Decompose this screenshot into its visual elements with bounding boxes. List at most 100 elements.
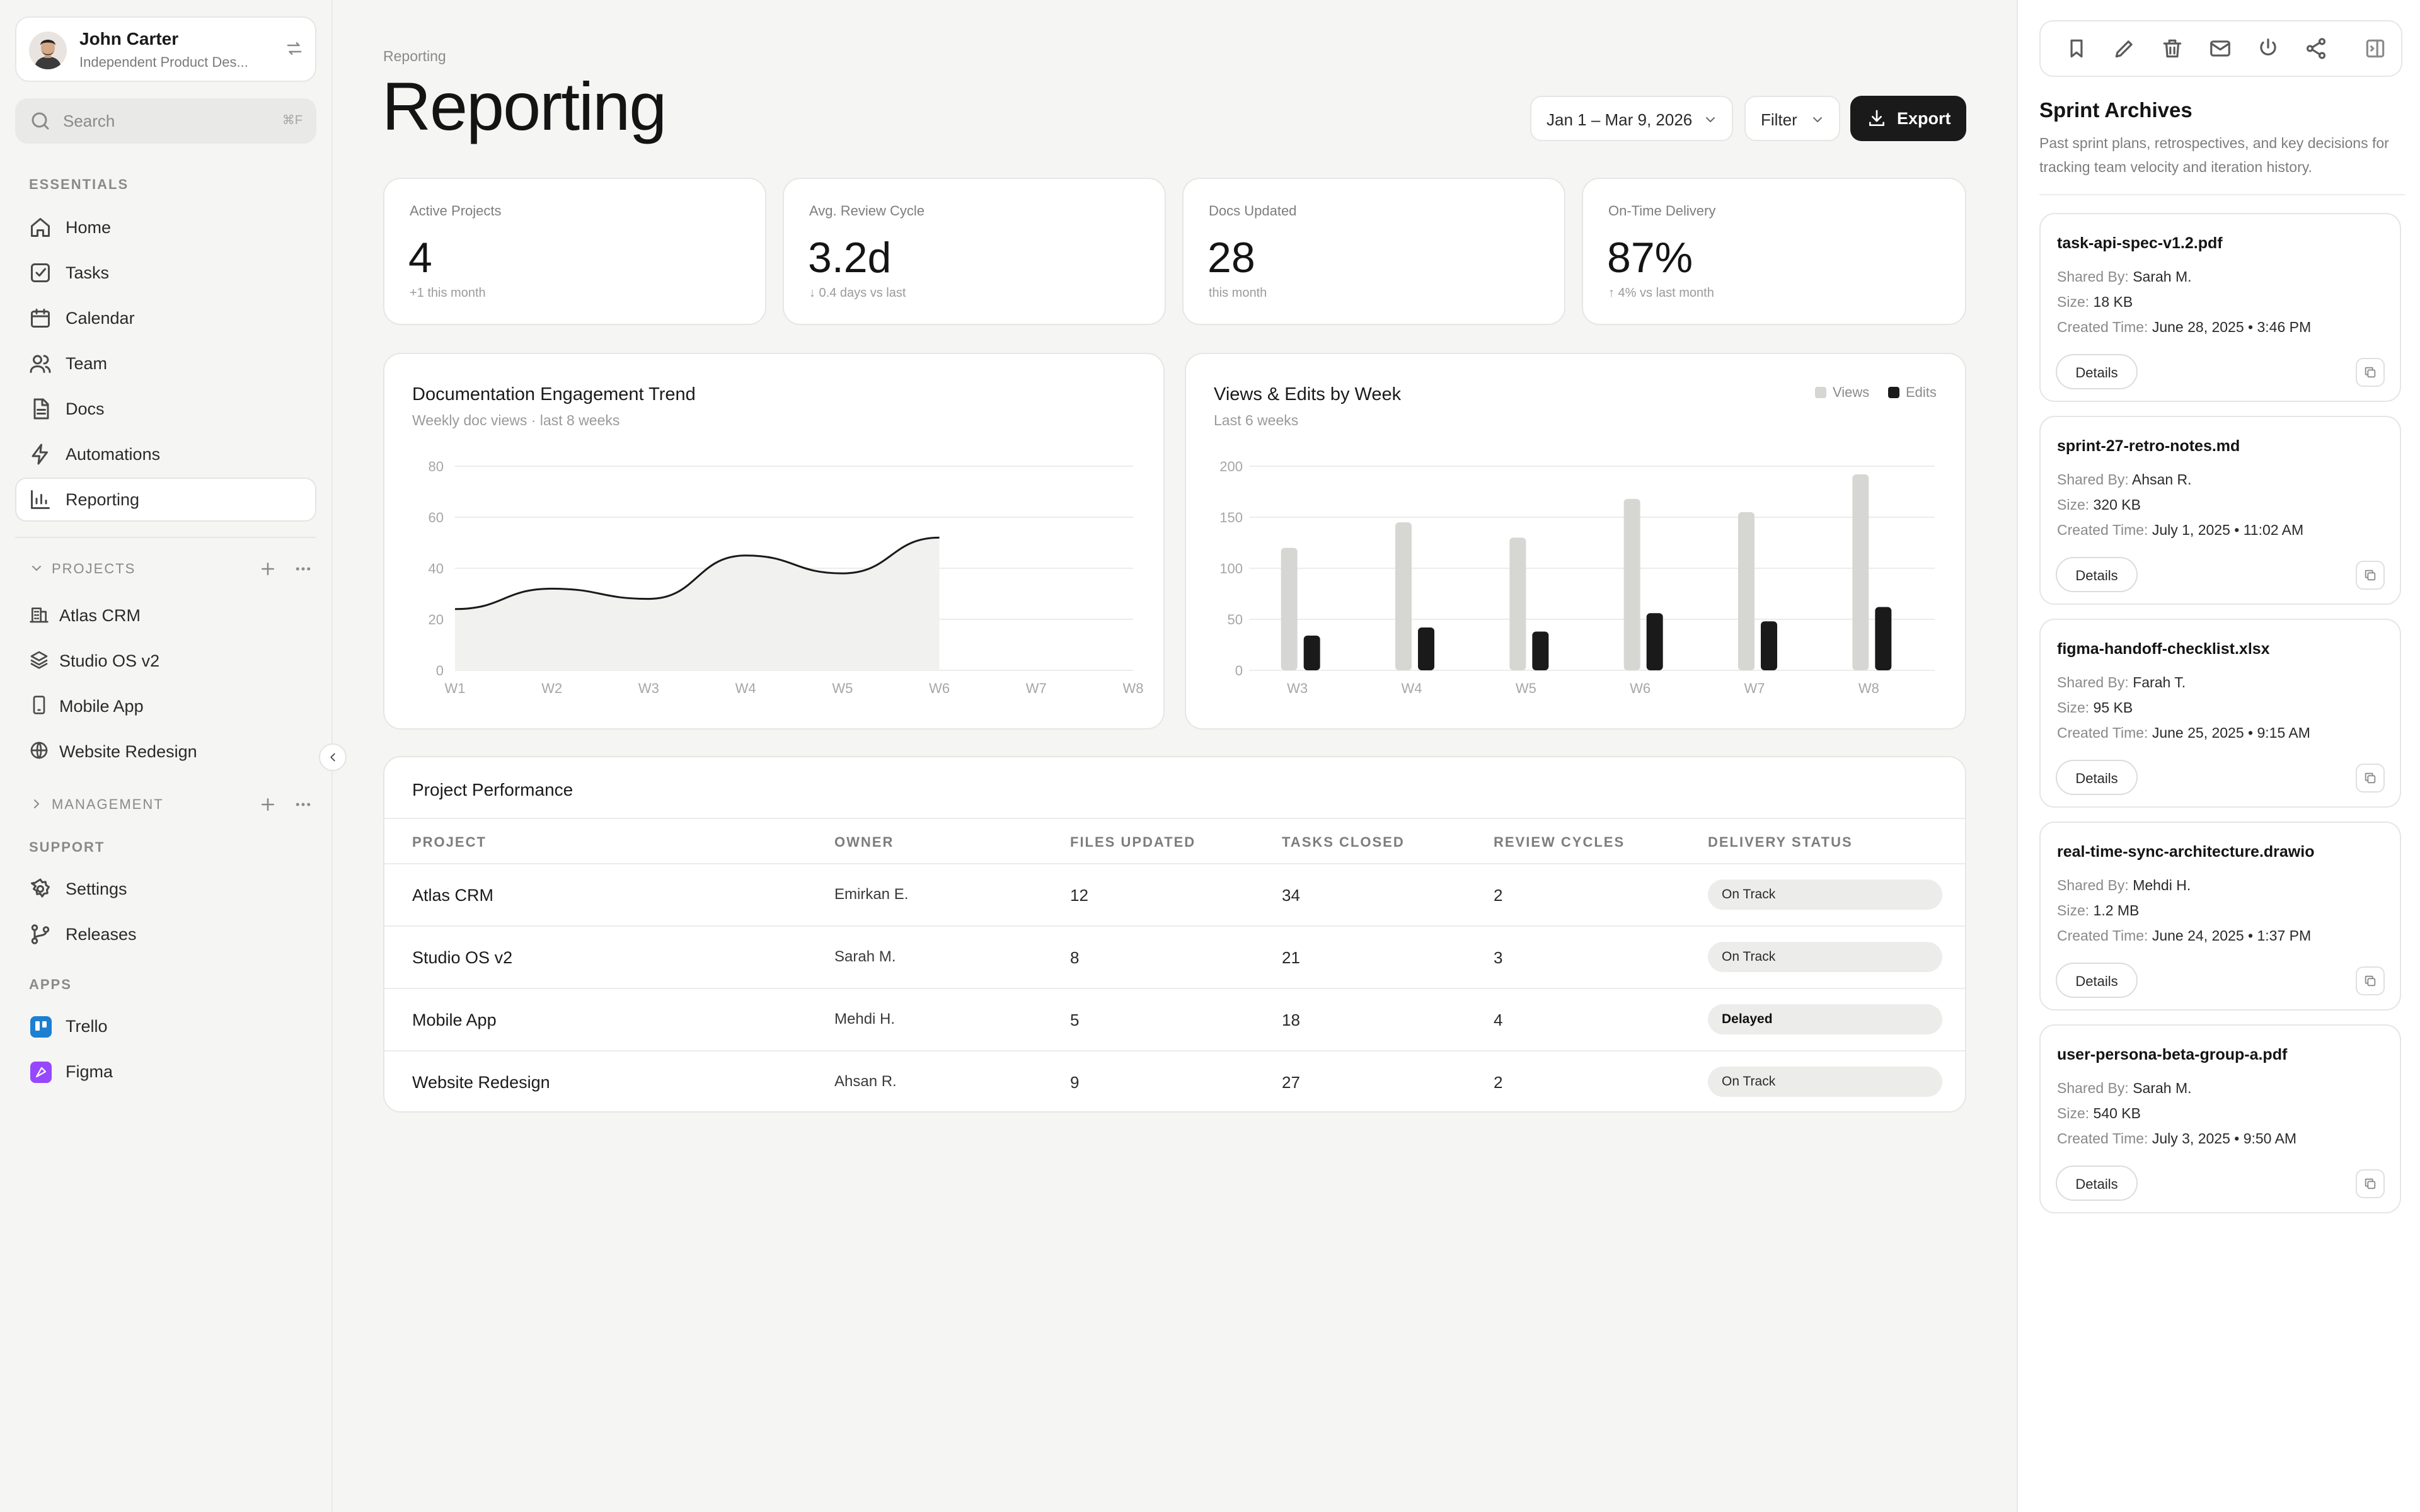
sidebar-project-mobile-app[interactable]: Mobile App [15,685,316,727]
table-header: PROJECT OWNER FILES UPDATED TASKS CLOSED… [384,818,1965,864]
file-name[interactable]: sprint-27-retro-notes.md [2057,437,2240,455]
plus-icon[interactable] [258,795,277,814]
building-icon [30,607,49,623]
created-label: Created Time: [2057,724,2148,741]
created-value: July 1, 2025 • 11:02 AM [2152,522,2304,538]
branch-icon [31,924,50,944]
page-title: Reporting [382,68,667,144]
search-bar[interactable]: ⌘F [15,98,316,144]
details-button[interactable]: Details [2056,354,2138,389]
toggle-panel-button[interactable] [2363,37,2387,60]
panel-title: Sprint Archives [2039,98,2192,122]
copy-icon [2365,367,2376,378]
projects-group[interactable]: PROJECTS [29,557,313,582]
x-tick-label: W6 [929,680,950,696]
chevron-right-icon [34,799,39,808]
sidebar-item-team[interactable]: Team [15,341,316,386]
sidebar-item-settings[interactable]: Settings [15,867,316,911]
sidebar-item-tasks[interactable]: Tasks [15,251,316,295]
table-row[interactable]: Mobile App Mehdi H. 5 18 4 Delayed [384,989,1965,1051]
details-button[interactable]: Details [2056,1166,2138,1201]
sidebar-app-figma[interactable]: Figma [15,1051,316,1092]
edit-button[interactable] [2112,37,2136,60]
engagement-chart-card: Documentation Engagement Trend Weekly do… [383,353,1165,730]
breadcrumb[interactable]: Reporting [383,48,446,64]
chevron-down-icon [1813,117,1822,122]
status-label: On Track [1722,949,1776,964]
email-button[interactable] [2208,37,2232,60]
sidebar-project-atlas-crm[interactable]: Atlas CRM [15,595,316,636]
copy-button[interactable] [2356,966,2385,995]
filter-label: Filter [1761,110,1797,129]
file-card[interactable]: task-api-spec-v1.2.pdf Shared By: Sarah M… [2039,213,2401,402]
share-button[interactable] [2304,37,2328,60]
file-card[interactable]: user-persona-beta-group-a.pdf Shared By: … [2039,1024,2401,1213]
table-row[interactable]: Studio OS v2 Sarah M. 8 21 3 On Track [384,927,1965,989]
sidebar-item-docs[interactable]: Docs [15,387,316,431]
copy-button[interactable] [2356,358,2385,387]
delete-button[interactable] [2160,37,2184,60]
bookmark-button[interactable] [2065,37,2089,60]
more-icon[interactable] [294,795,313,814]
file-name[interactable]: task-api-spec-v1.2.pdf [2057,234,2223,252]
cell-review-cycles: 3 [1494,948,1503,967]
file-name[interactable]: user-persona-beta-group-a.pdf [2057,1046,2288,1063]
plus-icon[interactable] [258,559,277,578]
file-shared-by: Shared By: Farah T. [2057,674,2186,691]
created-label: Created Time: [2057,319,2148,335]
file-size: Size: 320 KB [2057,496,2141,513]
copy-button[interactable] [2356,1169,2385,1198]
kpi-sub: ↓ 0.4 days vs last [809,286,906,300]
sidebar-project-website-redesign[interactable]: Website Redesign [15,731,316,772]
copy-button[interactable] [2356,764,2385,793]
power-button[interactable] [2256,37,2280,60]
sidebar-app-trello[interactable]: Trello [15,1005,316,1047]
kpi-value: 28 [1207,234,1255,282]
home-icon [31,218,50,237]
sidebar-item-automations[interactable]: Automations [15,432,316,476]
user-switcher[interactable]: John Carter Independent Product Des... [15,16,316,82]
sidebar-project-label: Atlas CRM [59,606,141,625]
file-card[interactable]: figma-handoff-checklist.xlsx Shared By: F… [2039,619,2401,808]
more-icon[interactable] [294,559,313,578]
bar-edits [1303,635,1320,670]
column-header: TASKS CLOSED [1282,834,1405,850]
file-name[interactable]: real-time-sync-architecture.drawio [2057,843,2315,861]
bar-edits [1761,621,1777,670]
file-card[interactable]: sprint-27-retro-notes.md Shared By: Ahsan… [2039,416,2401,605]
details-button[interactable]: Details [2056,557,2138,592]
search-input[interactable] [63,108,252,134]
x-tick-label: W7 [1026,680,1047,696]
size-label: Size: [2057,294,2090,310]
cell-owner: Mehdi H. [834,1011,896,1028]
panel-divider [2039,194,2405,195]
sidebar-item-reporting[interactable]: Reporting [15,478,316,522]
sidebar-item-releases[interactable]: Releases [15,912,316,956]
file-created: Created Time: June 24, 2025 • 1:37 PM [2057,927,2311,944]
file-card[interactable]: real-time-sync-architecture.drawio Shared… [2039,822,2401,1011]
team-icon [30,355,51,373]
x-tick-label: W8 [1123,680,1144,696]
filter-button[interactable]: Filter [1744,96,1840,141]
details-button[interactable]: Details [2056,963,2138,998]
kpi-label: Docs Updated [1209,203,1297,219]
cell-tasks-closed: 21 [1282,948,1300,967]
sidebar-item-calendar[interactable]: Calendar [15,296,316,340]
copy-icon [2365,772,2376,784]
management-group[interactable]: MANAGEMENT [29,793,313,818]
export-label: Export [1897,109,1951,128]
switch-icon[interactable] [285,39,304,58]
file-name[interactable]: figma-handoff-checklist.xlsx [2057,640,2270,658]
details-button[interactable]: Details [2056,760,2138,795]
date-range-picker[interactable]: Jan 1 – Mar 9, 2026 [1530,96,1733,141]
date-range-label: Jan 1 – Mar 9, 2026 [1547,110,1693,129]
sidebar-project-studio-os[interactable]: Studio OS v2 [15,640,316,682]
sidebar-item-label: Home [66,218,112,237]
copy-button[interactable] [2356,561,2385,590]
table-row[interactable]: Atlas CRM Emirkan E. 12 34 2 On Track [384,864,1965,927]
collapse-sidebar-button[interactable] [319,743,347,771]
export-button[interactable]: Export [1850,96,1966,141]
table-row[interactable]: Website Redesign Ahsan R. 9 27 2 On Trac… [384,1051,1965,1114]
sidebar-item-home[interactable]: Home [15,205,316,249]
size-label: Size: [2057,699,2090,716]
